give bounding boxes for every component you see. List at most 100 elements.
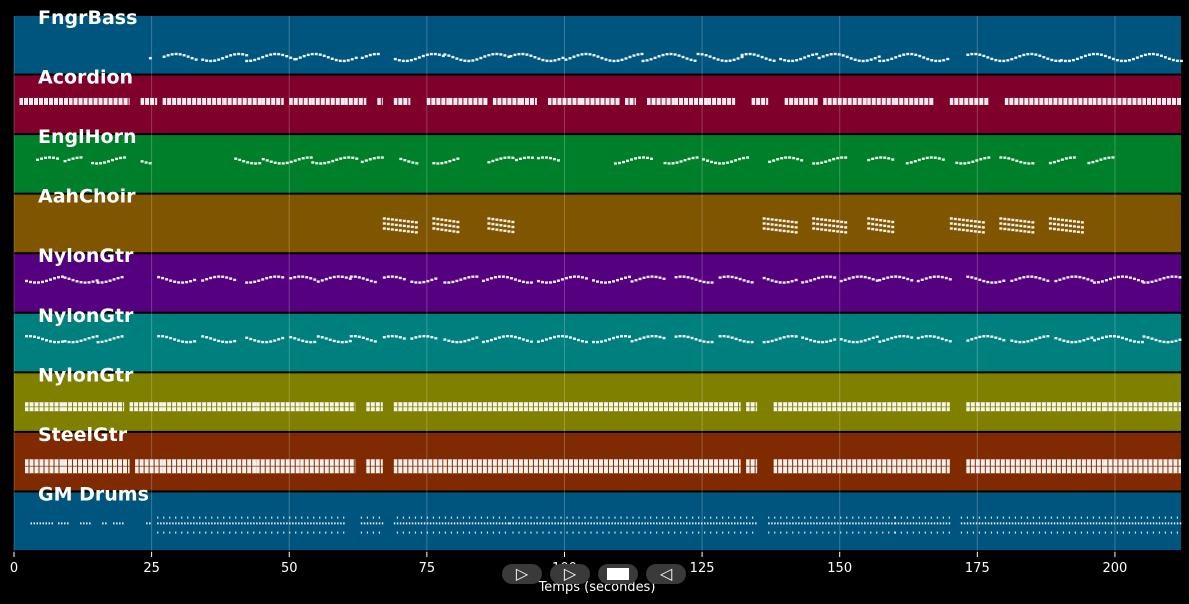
note-segment bbox=[140, 160, 152, 165]
note-segment bbox=[999, 217, 1035, 234]
note-segment bbox=[63, 335, 99, 344]
note-segment bbox=[718, 275, 754, 284]
note-segment bbox=[448, 97, 488, 105]
x-tick-label: 75 bbox=[419, 561, 436, 576]
note-segment bbox=[674, 334, 714, 344]
note-segment bbox=[360, 156, 384, 164]
note-segment bbox=[245, 52, 297, 63]
track-8 bbox=[14, 492, 1182, 550]
note-segment bbox=[630, 275, 666, 283]
note-segment bbox=[487, 156, 515, 164]
note-segment bbox=[316, 335, 352, 344]
note-segment bbox=[245, 275, 285, 284]
note-segment bbox=[443, 459, 510, 474]
track-2 bbox=[14, 135, 1181, 193]
note-segment bbox=[619, 459, 675, 474]
track-1 bbox=[14, 75, 1181, 134]
note-segment bbox=[867, 97, 895, 105]
note-segment bbox=[393, 459, 444, 474]
note-segment bbox=[113, 522, 124, 525]
note-segment bbox=[1054, 275, 1094, 283]
track-0 bbox=[14, 16, 1183, 74]
note-segment bbox=[1048, 156, 1076, 165]
note-segment bbox=[481, 334, 533, 344]
note-segment bbox=[261, 156, 313, 165]
note-segment bbox=[812, 217, 848, 234]
note-segment bbox=[162, 97, 224, 105]
note-segment bbox=[674, 97, 708, 105]
note-segment bbox=[96, 335, 124, 344]
track-5 bbox=[14, 313, 1182, 372]
note-segment bbox=[746, 459, 758, 474]
note-segment bbox=[536, 275, 588, 284]
note-segment bbox=[514, 156, 534, 162]
note-segment bbox=[443, 336, 479, 344]
note-segment bbox=[25, 335, 65, 344]
track-label: FngrBass bbox=[38, 7, 137, 29]
note-segment bbox=[817, 402, 873, 412]
note-segment bbox=[674, 459, 741, 474]
track-labels-layer: FngrBass Acordion EnglHorn AahChoir NylonGtr… bbox=[38, 7, 149, 505]
note-segment bbox=[393, 97, 411, 105]
note-segment bbox=[547, 97, 581, 105]
note-segment bbox=[591, 275, 631, 284]
note-segment bbox=[311, 156, 359, 165]
track-label: GM Drums bbox=[38, 483, 149, 505]
note-segment bbox=[289, 97, 312, 105]
note-segment bbox=[69, 97, 125, 105]
note-segment bbox=[878, 275, 914, 282]
play-button[interactable]: ▷ bbox=[502, 564, 542, 584]
note-segment bbox=[162, 402, 218, 412]
rewind-button[interactable]: ◁ bbox=[646, 564, 686, 584]
note-segment bbox=[768, 516, 896, 534]
track-label: EnglHorn bbox=[38, 126, 136, 148]
note-segment bbox=[674, 402, 741, 412]
note-segment bbox=[256, 459, 301, 474]
note-segment bbox=[432, 217, 460, 234]
note-segment bbox=[63, 402, 125, 412]
note-segment bbox=[707, 97, 736, 105]
note-segment bbox=[201, 335, 237, 344]
note-segment bbox=[234, 157, 262, 165]
note-segment bbox=[25, 459, 64, 474]
note-segment bbox=[966, 52, 1062, 63]
note-segment bbox=[784, 97, 818, 105]
note-segment bbox=[360, 52, 380, 60]
note-segment bbox=[773, 402, 819, 412]
note-segment bbox=[922, 459, 950, 474]
rewind-icon: ◁ bbox=[659, 564, 673, 583]
x-tick-label: 25 bbox=[143, 561, 160, 576]
stop-button[interactable] bbox=[598, 564, 638, 584]
note-segment bbox=[1142, 97, 1181, 105]
track-lane bbox=[14, 492, 1181, 550]
note-segment bbox=[443, 402, 510, 412]
track-lane bbox=[14, 16, 1181, 74]
note-segment bbox=[157, 334, 197, 344]
note-segment bbox=[393, 402, 444, 412]
note-segment bbox=[349, 275, 377, 284]
note-segment bbox=[1092, 275, 1144, 284]
forward-button[interactable]: ▷ bbox=[550, 564, 590, 584]
play-icon: ▷ bbox=[515, 564, 529, 583]
track-label: NylonGtr bbox=[38, 305, 134, 327]
note-segment bbox=[443, 52, 511, 63]
note-segment bbox=[509, 402, 565, 412]
note-segment bbox=[509, 459, 565, 474]
note-segment bbox=[146, 522, 151, 525]
stop-icon bbox=[607, 568, 629, 580]
note-segment bbox=[1059, 52, 1183, 63]
track-label: NylonGtr bbox=[38, 245, 134, 267]
note-segment bbox=[878, 334, 914, 343]
note-segment bbox=[740, 52, 776, 62]
note-segment bbox=[344, 97, 367, 105]
note-segment bbox=[316, 275, 352, 283]
note-segment bbox=[25, 275, 65, 284]
note-segment bbox=[289, 275, 317, 281]
track-lane bbox=[14, 194, 1181, 253]
note-segment bbox=[1103, 459, 1181, 474]
note-segment bbox=[487, 217, 515, 234]
chevron-right-icon: ▷ bbox=[563, 564, 577, 583]
note-segment bbox=[157, 516, 345, 534]
note-segment bbox=[1142, 275, 1182, 284]
